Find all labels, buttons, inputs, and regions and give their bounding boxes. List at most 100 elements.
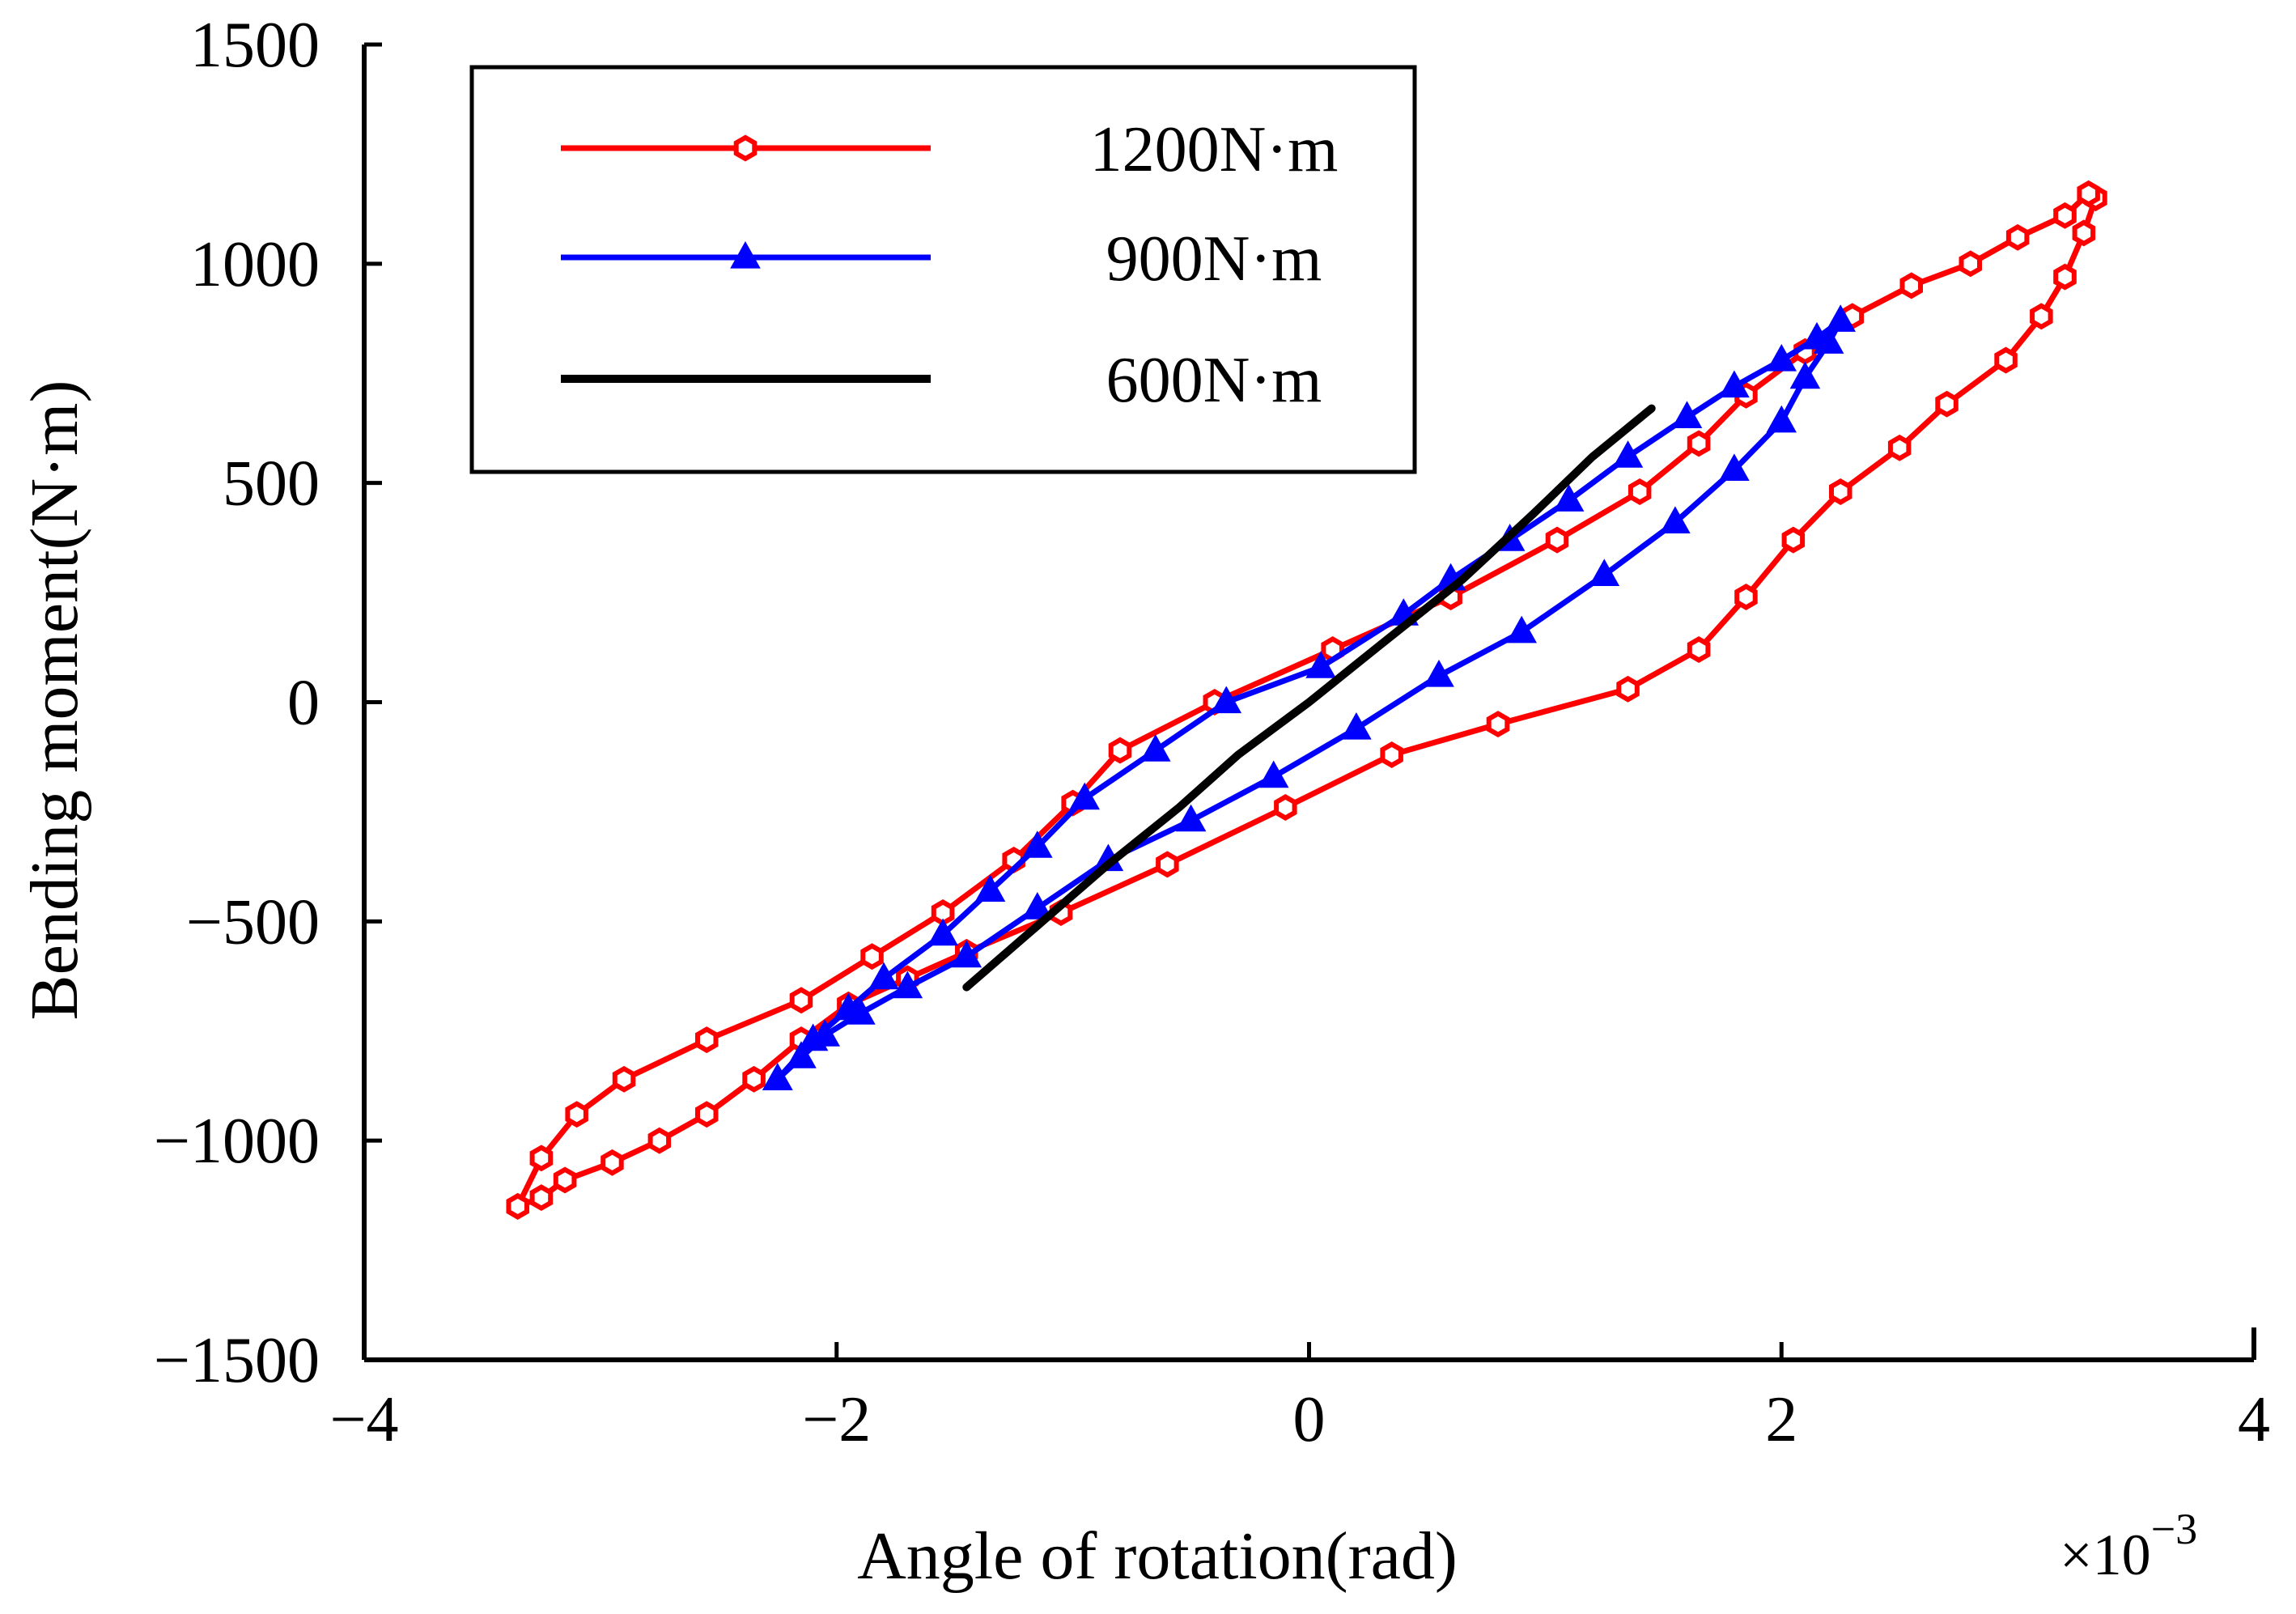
series-layer [506,180,2107,1220]
data-point [833,992,864,1021]
data-point [1734,584,1758,610]
x-axis-multiplier: ×10−3 [2060,1505,2197,1587]
y-tick-label: −500 [186,886,320,958]
data-point [1935,390,1959,418]
data-point [1258,760,1289,788]
data-point [1825,304,1857,332]
data-point [1766,343,1797,372]
data-point [1887,434,1912,461]
data-point [695,1101,719,1128]
data-point [695,1026,719,1054]
data-point [1021,830,1053,858]
x-tick-label: 2 [1765,1384,1797,1455]
data-point [565,1101,588,1128]
data-point [974,874,1006,902]
legend-item: 1200N·m [561,114,1338,185]
data-point [927,918,958,946]
data-point [1959,250,1982,278]
legend-item: 900N·m [561,223,1322,295]
y-tick-label: −1000 [154,1106,320,1177]
data-point [1612,440,1644,468]
legend-marker [730,240,761,269]
y-tick-label: 1500 [190,10,320,81]
x-tick-label: −2 [802,1384,871,1455]
data-point [1994,346,2018,374]
ticks: −4 −2 0 2 4 1500 1000 500 0 −500 −1000 −1500 [154,10,2270,1455]
data-point [742,1065,766,1093]
legend-items: 1200N·m 900N·m 600N·m [561,114,1338,416]
data-point [1660,506,1691,533]
data-point [1789,361,1821,389]
y-tick-label: 1000 [190,229,320,300]
data-point [1380,741,1403,768]
y-axis-title: Bending moment(N·m) [17,380,92,1021]
data-point [762,1063,793,1090]
data-point [1671,401,1703,428]
data-point [1274,794,1297,821]
data-point [1424,659,1454,687]
x-multiplier-base: ×10 [2060,1523,2151,1587]
data-point [1156,851,1179,878]
data-point [1687,636,1711,663]
data-point [1305,651,1336,678]
data-point [2005,223,2030,251]
data-point [1021,892,1053,920]
data-point [2072,219,2096,247]
data-point [1589,559,1620,586]
data-point [1140,734,1171,762]
legend-marker [733,134,758,162]
legend-label: 1200N·m [1090,114,1339,185]
data-point [1506,615,1538,643]
data-point [1628,478,1652,505]
legend-item: 600N·m [561,345,1322,416]
series-line [962,404,1656,992]
data-point [506,1192,529,1220]
data-point [1687,430,1711,457]
data-point [1486,711,1510,738]
data-point [1719,453,1750,481]
data-point [860,943,884,971]
data-point [2030,303,2053,330]
data-point [1553,484,1585,512]
data-point [1829,478,1853,505]
data-point [647,1127,672,1154]
y-tick-label: 500 [223,448,320,520]
data-point [553,1166,577,1194]
data-point [529,1184,554,1212]
data-point [1899,272,1923,299]
series-1 [762,304,1857,1090]
data-point [601,1149,624,1176]
data-point [2077,180,2100,207]
x-tick-label: 4 [2238,1384,2270,1455]
data-point [1781,526,1806,554]
data-point [1719,370,1750,398]
data-point [1341,711,1372,740]
data-point [2053,202,2077,229]
x-axis-title: Angle of rotation(rad) [857,1518,1458,1594]
data-point [2053,263,2077,291]
data-point [1069,782,1101,810]
data-point [892,971,923,999]
data-point [612,1065,636,1093]
x-multiplier-exponent: −3 [2151,1505,2197,1553]
data-point [789,987,813,1014]
x-tick-label: 0 [1293,1384,1326,1455]
data-point [1175,804,1207,832]
data-point [786,1041,817,1068]
legend: 1200N·m 900N·m 600N·m [469,65,1417,474]
y-tick-label: 0 [287,668,320,739]
legend-label: 600N·m [1106,345,1322,416]
data-point [1108,737,1132,764]
x-tick-label: −4 [329,1384,398,1455]
data-point [1766,405,1797,433]
data-point [868,962,899,990]
y-tick-label: −1500 [154,1325,320,1396]
data-point [1802,321,1832,350]
data-point [1211,686,1242,714]
data-point [529,1145,554,1172]
data-point [1616,675,1640,703]
data-point [951,940,982,968]
series-2 [962,404,1656,992]
data-point [797,1023,829,1051]
